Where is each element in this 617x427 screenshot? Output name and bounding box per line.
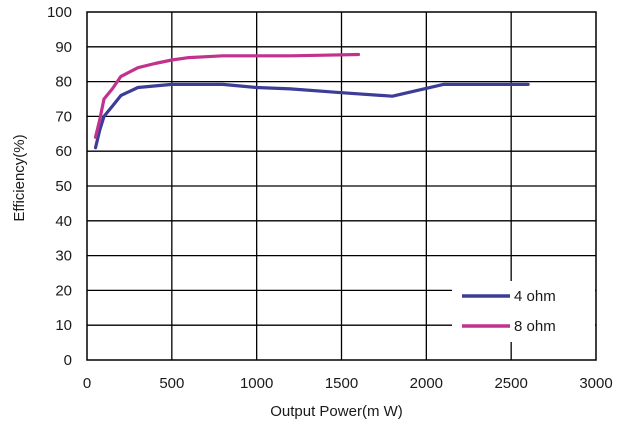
y-tick-label: 60 bbox=[55, 143, 72, 160]
y-tick-label: 30 bbox=[55, 248, 72, 265]
x-tick-label: 0 bbox=[83, 375, 91, 392]
series-line-4-ohm bbox=[93, 82, 530, 150]
plot-border bbox=[86, 11, 597, 361]
y-tick-label: 40 bbox=[55, 213, 72, 230]
series-line-8-ohm bbox=[93, 52, 361, 139]
y-tick-label: 20 bbox=[55, 282, 72, 299]
y-tick-label: 100 bbox=[47, 4, 72, 21]
y-tick-label: 90 bbox=[55, 39, 72, 56]
x-tick-label: 2500 bbox=[494, 375, 527, 392]
series-lines bbox=[93, 52, 530, 150]
legend-label-4-ohm: 4 ohm bbox=[514, 288, 556, 305]
y-tick-label: 70 bbox=[55, 108, 72, 125]
y-tick-label: 0 bbox=[64, 352, 72, 369]
x-tick-label: 3000 bbox=[579, 375, 612, 392]
legend: 4 ohm 8 ohm bbox=[452, 281, 595, 342]
x-tick-label: 500 bbox=[159, 375, 184, 392]
legend-box bbox=[452, 281, 595, 342]
plot-frame bbox=[86, 11, 597, 361]
x-tick-label: 2000 bbox=[410, 375, 443, 392]
y-axis-title: Efficiency(%) bbox=[11, 134, 28, 221]
y-tick-label: 80 bbox=[55, 74, 72, 91]
y-tick-label: 50 bbox=[55, 178, 72, 195]
y-tick-label: 10 bbox=[55, 317, 72, 334]
x-tick-label: 1000 bbox=[240, 375, 273, 392]
legend-label-8-ohm: 8 ohm bbox=[514, 318, 556, 335]
x-axis-title: Output Power(m W) bbox=[270, 403, 403, 420]
x-tick-label: 1500 bbox=[325, 375, 358, 392]
